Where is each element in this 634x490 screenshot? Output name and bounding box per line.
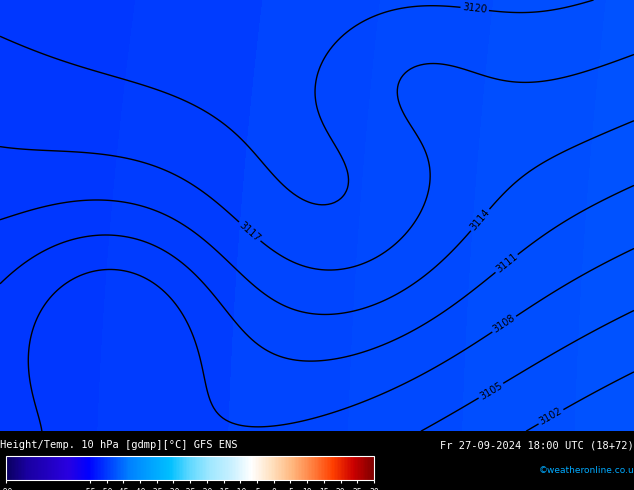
Text: 3102: 3102 — [538, 406, 564, 427]
Text: 3111: 3111 — [494, 252, 519, 275]
Text: 3114: 3114 — [469, 207, 492, 232]
Text: 3108: 3108 — [491, 313, 517, 335]
Text: 3120: 3120 — [462, 2, 488, 15]
Text: 3117: 3117 — [237, 220, 262, 244]
Text: Height/Temp. 10 hPa [gdmp][°C] GFS ENS: Height/Temp. 10 hPa [gdmp][°C] GFS ENS — [0, 440, 238, 450]
Text: Fr 27-09-2024 18:00 UTC (18+72): Fr 27-09-2024 18:00 UTC (18+72) — [440, 440, 634, 450]
Text: 3105: 3105 — [478, 380, 504, 401]
Text: ©weatheronline.co.uk: ©weatheronline.co.uk — [539, 466, 634, 475]
